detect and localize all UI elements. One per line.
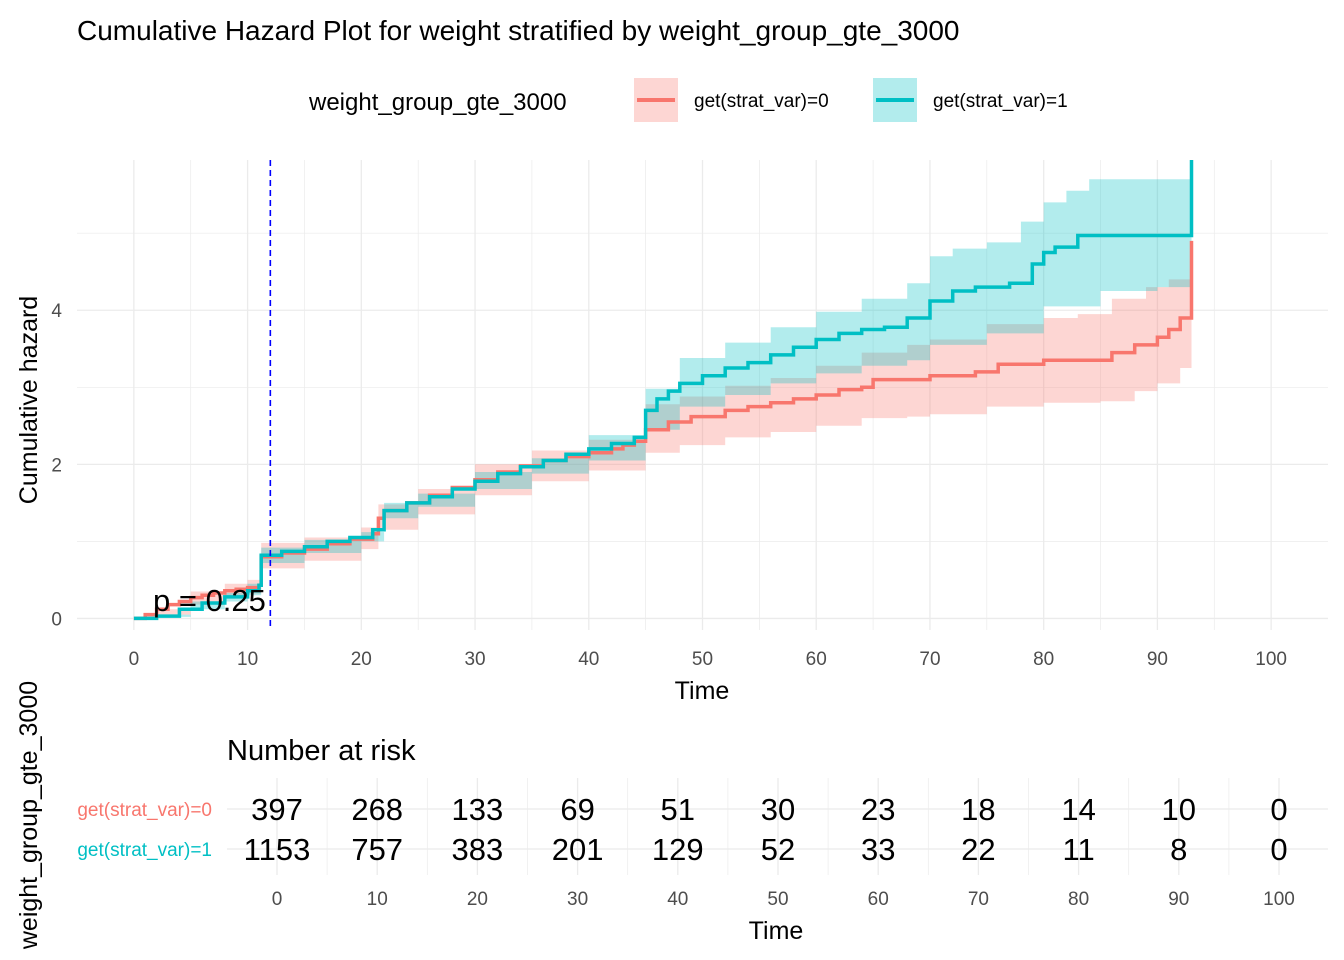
hazard-curves xyxy=(133,160,1194,621)
risk-count: 0 xyxy=(1270,792,1287,827)
risk-x-tick-label: 20 xyxy=(467,889,488,910)
legend-label-0: get(strat_var)=0 xyxy=(694,91,829,112)
x-tick-label: 50 xyxy=(692,649,713,670)
x-tick-label: 10 xyxy=(237,649,258,670)
risk-count: 397 xyxy=(251,792,303,827)
x-axis-title: Time xyxy=(675,677,730,705)
risk-count: 18 xyxy=(961,792,995,827)
risk-table-title: Number at risk xyxy=(227,735,416,767)
x-tick-label: 60 xyxy=(806,649,827,670)
y-axis-ticks: 0 2 4 xyxy=(51,301,62,630)
risk-table-values: 397 268 133 69 51 30 23 18 14 10 0 1153 757 383 201 129… xyxy=(244,792,1288,867)
x-axis-ticks: 0 10 20 30 40 50 60 70 80 90 100 xyxy=(129,649,1287,670)
risk-count: 129 xyxy=(652,832,704,867)
risk-count: 757 xyxy=(351,832,403,867)
risk-count: 201 xyxy=(552,832,604,867)
risk-x-tick-label: 90 xyxy=(1168,889,1189,910)
risk-table-row-labels: get(strat_var)=0 get(strat_var)=1 xyxy=(77,800,212,861)
risk-x-tick-label: 100 xyxy=(1263,889,1295,910)
risk-count: 11 xyxy=(1063,832,1095,867)
risk-count: 23 xyxy=(861,792,895,827)
ci-band-0 xyxy=(133,275,1192,619)
risk-x-tick-label: 50 xyxy=(767,889,788,910)
risk-count: 10 xyxy=(1162,792,1196,827)
risk-x-tick-label: 60 xyxy=(868,889,889,910)
chart-title: Cumulative Hazard Plot for weight strati… xyxy=(77,15,960,46)
y-axis-title: Cumulative hazard xyxy=(15,296,43,504)
risk-table-x-ticks: 0 10 20 30 40 50 60 70 80 90 100 xyxy=(272,889,1295,910)
risk-count: 14 xyxy=(1061,792,1095,827)
hazard-line-1 xyxy=(133,160,1194,621)
risk-x-tick-label: 70 xyxy=(968,889,989,910)
risk-count: 0 xyxy=(1270,832,1287,867)
y-tick-label: 4 xyxy=(51,301,62,322)
risk-row-label: get(strat_var)=1 xyxy=(77,840,212,861)
risk-count: 22 xyxy=(961,832,995,867)
risk-x-tick-label: 40 xyxy=(667,889,688,910)
risk-x-tick-label: 10 xyxy=(367,889,388,910)
risk-count: 383 xyxy=(452,832,504,867)
x-tick-label: 80 xyxy=(1033,649,1054,670)
risk-row-label: get(strat_var)=0 xyxy=(77,800,212,821)
y-tick-label: 0 xyxy=(51,609,62,630)
legend: weight_group_gte_3000 get(strat_var)=0 g… xyxy=(308,78,1068,122)
x-tick-label: 90 xyxy=(1147,649,1168,670)
legend-title: weight_group_gte_3000 xyxy=(308,89,567,116)
risk-count: 268 xyxy=(351,792,403,827)
p-value-annotation: p = 0.25 xyxy=(153,583,266,618)
risk-table-x-title: Time xyxy=(749,917,804,945)
risk-count: 30 xyxy=(761,792,795,827)
legend-label-1: get(strat_var)=1 xyxy=(933,91,1068,112)
risk-count: 69 xyxy=(560,792,594,827)
risk-count: 51 xyxy=(661,792,695,827)
plot-grid xyxy=(77,160,1328,630)
risk-table-grid xyxy=(227,778,1328,875)
x-tick-label: 0 xyxy=(129,649,140,670)
risk-x-tick-label: 30 xyxy=(567,889,588,910)
risk-table-y-title: weight_group_gte_3000 xyxy=(15,681,43,950)
x-tick-label: 20 xyxy=(351,649,372,670)
x-tick-label: 30 xyxy=(464,649,485,670)
y-tick-label: 2 xyxy=(51,455,62,476)
x-tick-label: 40 xyxy=(578,649,599,670)
risk-x-tick-label: 0 xyxy=(272,889,283,910)
risk-x-tick-label: 80 xyxy=(1068,889,1089,910)
risk-count: 8 xyxy=(1170,832,1187,867)
risk-count: 1153 xyxy=(244,832,311,867)
risk-count: 133 xyxy=(452,792,504,827)
risk-count: 52 xyxy=(761,832,795,867)
risk-count: 33 xyxy=(861,832,895,867)
x-tick-label: 100 xyxy=(1255,649,1287,670)
x-tick-label: 70 xyxy=(919,649,940,670)
